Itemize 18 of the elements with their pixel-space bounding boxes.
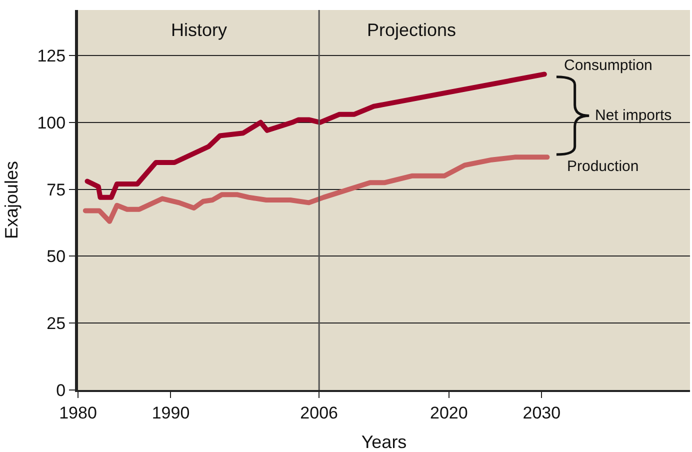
x-tick-label: 2030 <box>522 403 561 422</box>
x-tick-label: 2006 <box>300 403 338 422</box>
x-tick-label: 1980 <box>59 403 97 422</box>
y-tick-label: 50 <box>46 247 66 266</box>
annotation: Net imports <box>595 107 672 124</box>
x-tick-label: 1990 <box>152 403 190 422</box>
annotation: History <box>171 20 228 40</box>
x-tick-label: 2020 <box>430 403 468 422</box>
y-tick-label: 0 <box>56 380 66 400</box>
y-tick-label: 75 <box>46 180 66 200</box>
y-tick-label: 25 <box>46 314 66 334</box>
y-axis-title: Exajoules <box>1 160 22 240</box>
y-tick-label: 125 <box>37 46 66 66</box>
series-label: Production <box>567 158 639 175</box>
series-label: Consumption <box>564 57 652 74</box>
annotation: Projections <box>367 20 456 40</box>
y-tick-label: 100 <box>37 113 66 132</box>
x-axis-title: Years <box>361 432 407 452</box>
